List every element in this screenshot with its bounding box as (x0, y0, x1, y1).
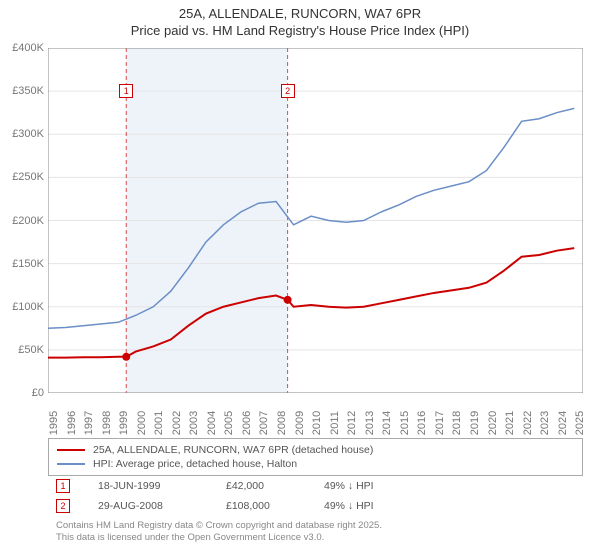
sale-delta: 49% ↓ HPI (324, 480, 374, 492)
title-address: 25A, ALLENDALE, RUNCORN, WA7 6PR (0, 6, 600, 21)
x-tick-label: 1996 (66, 411, 78, 435)
legend-label: HPI: Average price, detached house, Halt… (93, 458, 297, 470)
x-tick-label: 2025 (574, 411, 586, 435)
chart-svg (48, 48, 583, 393)
title-block: 25A, ALLENDALE, RUNCORN, WA7 6PR Price p… (0, 0, 600, 40)
x-tick-label: 2000 (136, 411, 148, 435)
sale-price: £42,000 (226, 480, 296, 492)
x-tick-label: 2016 (416, 411, 428, 435)
x-tick-label: 1998 (101, 411, 113, 435)
legend-row: HPI: Average price, detached house, Halt… (57, 457, 574, 471)
y-tick-label: £350K (0, 85, 44, 97)
x-tick-label: 2022 (522, 411, 534, 435)
y-tick-label: £300K (0, 128, 44, 140)
y-tick-label: £100K (0, 301, 44, 313)
copyright: Contains HM Land Registry data © Crown c… (48, 516, 583, 545)
y-tick-label: £250K (0, 171, 44, 183)
x-tick-label: 2012 (346, 411, 358, 435)
x-tick-label: 2017 (434, 411, 446, 435)
legend-swatch (57, 463, 85, 465)
sales-table: 1 18-JUN-1999 £42,000 49% ↓ HPI 2 29-AUG-2008… (48, 476, 583, 516)
legend-row: 25A, ALLENDALE, RUNCORN, WA7 6PR (detach… (57, 443, 574, 457)
sale-row: 2 29-AUG-2008 £108,000 49% ↓ HPI (48, 496, 583, 516)
sale-delta: 49% ↓ HPI (324, 500, 374, 512)
chart-area: £0£50K£100K£150K£200K£250K£300K£350K£400… (48, 48, 583, 393)
x-tick-label: 2002 (171, 411, 183, 435)
x-tick-label: 2001 (153, 411, 165, 435)
x-tick-label: 2005 (223, 411, 235, 435)
y-tick-label: £0 (0, 387, 44, 399)
chart-container: 25A, ALLENDALE, RUNCORN, WA7 6PR Price p… (0, 0, 600, 560)
sale-marker-box: 2 (281, 84, 295, 98)
sale-date: 18-JUN-1999 (98, 480, 198, 492)
x-tick-label: 1999 (118, 411, 130, 435)
x-tick-label: 2014 (381, 411, 393, 435)
sale-price: £108,000 (226, 500, 296, 512)
x-tick-label: 2010 (311, 411, 323, 435)
legend-footer: 25A, ALLENDALE, RUNCORN, WA7 6PR (detach… (48, 438, 583, 545)
copyright-line1: Contains HM Land Registry data © Crown c… (56, 520, 575, 532)
x-tick-label: 2006 (241, 411, 253, 435)
x-tick-label: 2021 (504, 411, 516, 435)
title-subtitle: Price paid vs. HM Land Registry's House … (0, 23, 600, 38)
y-tick-label: £400K (0, 42, 44, 54)
y-tick-label: £50K (0, 344, 44, 356)
x-tick-label: 2020 (487, 411, 499, 435)
legend-box: 25A, ALLENDALE, RUNCORN, WA7 6PR (detach… (48, 438, 583, 476)
x-tick-label: 2003 (188, 411, 200, 435)
x-tick-label: 2024 (557, 411, 569, 435)
legend-swatch (57, 449, 85, 451)
x-tick-label: 2023 (539, 411, 551, 435)
x-tick-label: 1995 (48, 411, 60, 435)
x-tick-label: 2019 (469, 411, 481, 435)
x-tick-label: 1997 (83, 411, 95, 435)
x-tick-label: 2018 (451, 411, 463, 435)
sale-marker: 2 (56, 499, 70, 513)
sale-row: 1 18-JUN-1999 £42,000 49% ↓ HPI (48, 476, 583, 496)
sale-marker: 1 (56, 479, 70, 493)
sale-date: 29-AUG-2008 (98, 500, 198, 512)
x-tick-label: 2009 (294, 411, 306, 435)
x-tick-label: 2013 (364, 411, 376, 435)
sale-marker-box: 1 (119, 84, 133, 98)
x-tick-label: 2007 (258, 411, 270, 435)
legend-label: 25A, ALLENDALE, RUNCORN, WA7 6PR (detach… (93, 444, 373, 456)
x-tick-label: 2011 (329, 411, 341, 435)
y-tick-label: £200K (0, 215, 44, 227)
x-tick-label: 2015 (399, 411, 411, 435)
x-tick-label: 2008 (276, 411, 288, 435)
y-tick-label: £150K (0, 258, 44, 270)
copyright-line2: This data is licensed under the Open Gov… (56, 532, 575, 544)
x-tick-label: 2004 (206, 411, 218, 435)
